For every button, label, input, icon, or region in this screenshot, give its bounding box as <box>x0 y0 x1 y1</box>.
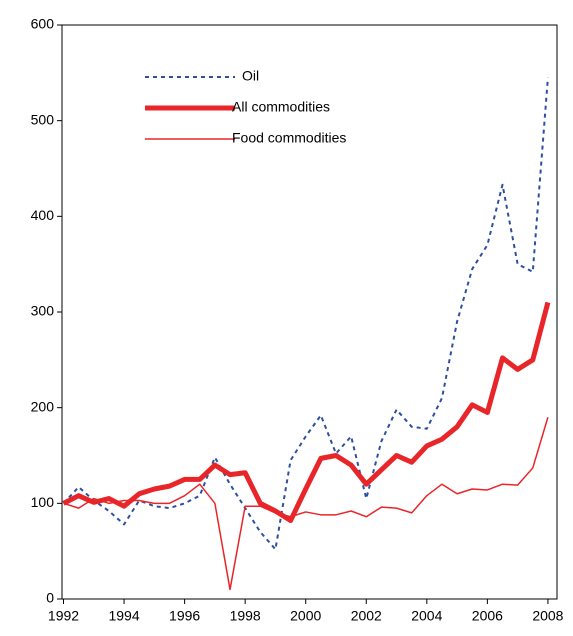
y-tick-label: 500 <box>31 111 55 127</box>
legend-label: Oil <box>242 68 259 84</box>
y-tick-label: 100 <box>31 494 55 510</box>
x-tick-label: 2008 <box>532 608 563 624</box>
series-line <box>63 417 549 591</box>
y-tick-label: 600 <box>31 16 55 32</box>
series-line <box>62 77 549 551</box>
x-tick-label: 2006 <box>472 608 503 624</box>
x-tick-label: 1996 <box>169 608 200 624</box>
legend-label: Food commodities <box>232 130 346 146</box>
y-tick-label: 0 <box>46 590 54 606</box>
series-line <box>62 301 551 524</box>
x-tick-label: 1998 <box>230 608 261 624</box>
x-tick-label: 1994 <box>108 608 139 624</box>
x-tick-label: 1992 <box>48 608 79 624</box>
y-tick-label: 400 <box>31 207 55 223</box>
x-tick-label: 2002 <box>351 608 382 624</box>
legend-label: All commodities <box>232 99 330 115</box>
y-tick-label: 300 <box>31 303 55 319</box>
y-tick-label: 200 <box>31 398 55 414</box>
x-tick-label: 2000 <box>290 608 321 624</box>
x-tick-label: 2004 <box>411 608 442 624</box>
